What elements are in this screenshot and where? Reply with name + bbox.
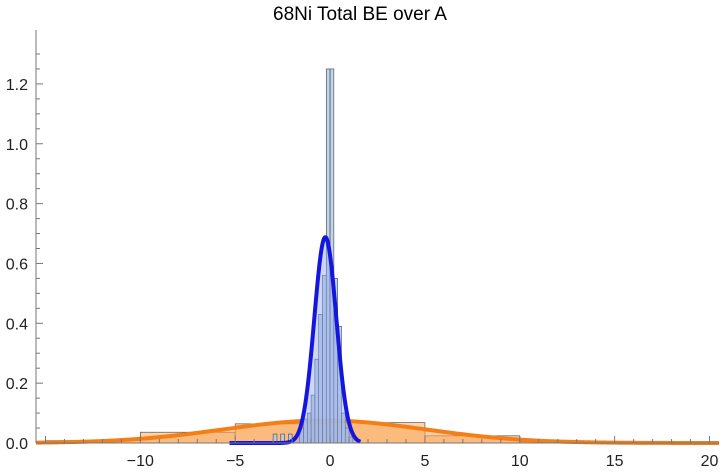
chart-title: 68Ni Total BE over A [273,4,447,25]
x-tick-label: −10 [127,453,154,470]
axes-layer: −10 −5 0 5 10 15 20 0.0 0.2 0.4 0.6 0.8 1.0 1.2 [6,30,719,470]
y-tick-label: 0.8 [6,197,28,214]
y-tick-label: 0.0 [6,436,28,453]
x-tick-label: 0 [326,453,335,470]
y-tick-label: 0.2 [6,376,28,393]
wide-density-layer [34,418,720,445]
x-tick-label: 10 [511,453,529,470]
x-tick-label: 20 [701,453,719,470]
y-tick-label: 0.4 [6,316,28,333]
x-tick-label: 15 [606,453,624,470]
x-tick-label: −5 [226,453,244,470]
narrow-density-fill [229,237,361,443]
y-tick-label: 1.0 [6,137,28,154]
y-tick-label: 0.6 [6,256,28,273]
wide-density-fill [36,420,719,443]
y-tick-label: 1.2 [6,77,28,94]
x-tick-label: 5 [420,453,429,470]
